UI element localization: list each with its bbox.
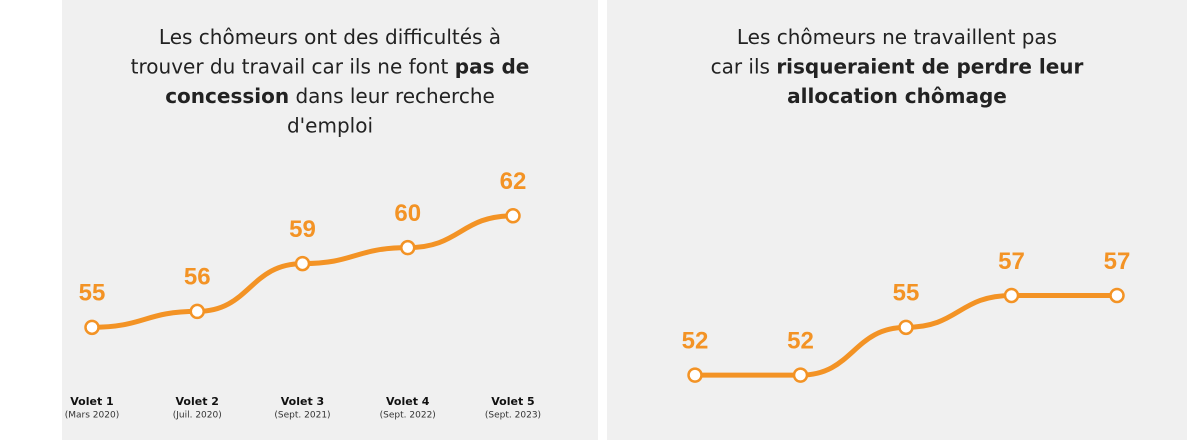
title-segment: Les chômeurs ne travaillent pas bbox=[737, 25, 1057, 49]
title-line: d'emploi bbox=[287, 113, 373, 137]
point bbox=[792, 367, 809, 383]
panel bbox=[607, 0, 1187, 440]
value-label: 56 bbox=[184, 264, 211, 291]
x-tick-label: Volet 4 bbox=[386, 395, 430, 408]
title-line: allocation chômage bbox=[787, 84, 1007, 108]
title-segment: allocation chômage bbox=[787, 84, 1007, 108]
value-label: 57 bbox=[1104, 248, 1131, 275]
x-tick-sublabel: (Sept. 2022) bbox=[380, 411, 436, 421]
x-tick-sublabel: (Mars 2020) bbox=[65, 411, 119, 421]
x-tick-label: Volet 2 bbox=[176, 395, 219, 408]
point bbox=[400, 239, 416, 256]
title-segment: Les chômeurs ont des difficultés à bbox=[159, 25, 501, 49]
value-label: 59 bbox=[289, 216, 316, 243]
x-tick-sublabel: (Juil. 2020) bbox=[173, 411, 222, 421]
title-segment: concession bbox=[165, 84, 289, 108]
value-label: 52 bbox=[682, 327, 709, 354]
point bbox=[84, 319, 100, 336]
value-label: 55 bbox=[79, 280, 106, 307]
x-tick-label: Volet 1 bbox=[70, 395, 113, 408]
title-segment: trouver du travail car ils ne font bbox=[131, 54, 455, 78]
title-line: trouver du travail car ils ne font pas d… bbox=[131, 54, 530, 78]
value-label: 62 bbox=[500, 168, 527, 195]
value-label: 60 bbox=[394, 200, 421, 227]
title-line: concession dans leur recherche bbox=[165, 84, 495, 108]
title-line: Les chômeurs ne travaillent pas bbox=[737, 25, 1057, 49]
point bbox=[189, 303, 205, 320]
point bbox=[687, 367, 703, 383]
x-tick-label: Volet 5 bbox=[491, 395, 534, 408]
title-segment: car ils bbox=[711, 54, 777, 78]
title-line: car ils risqueraient de perdre leur bbox=[711, 54, 1084, 78]
point bbox=[1003, 287, 1020, 304]
point bbox=[898, 319, 914, 336]
title-segment: d'emploi bbox=[287, 113, 373, 137]
title-segment: pas de bbox=[455, 54, 530, 78]
value-label: 55 bbox=[893, 280, 920, 307]
x-tick-sublabel: (Sept. 2021) bbox=[274, 411, 330, 421]
x-tick-sublabel: (Sept. 2023) bbox=[485, 411, 541, 421]
point bbox=[294, 255, 311, 272]
value-label: 57 bbox=[998, 248, 1025, 275]
title-segment: risqueraient de perdre leur bbox=[776, 54, 1083, 78]
value-label: 52 bbox=[787, 327, 814, 354]
title-line: Les chômeurs ont des difficultés à bbox=[159, 25, 501, 49]
x-tick-label: Volet 3 bbox=[281, 395, 324, 408]
point bbox=[505, 208, 521, 224]
title-segment: dans leur recherche bbox=[289, 84, 495, 108]
point bbox=[1109, 287, 1125, 304]
